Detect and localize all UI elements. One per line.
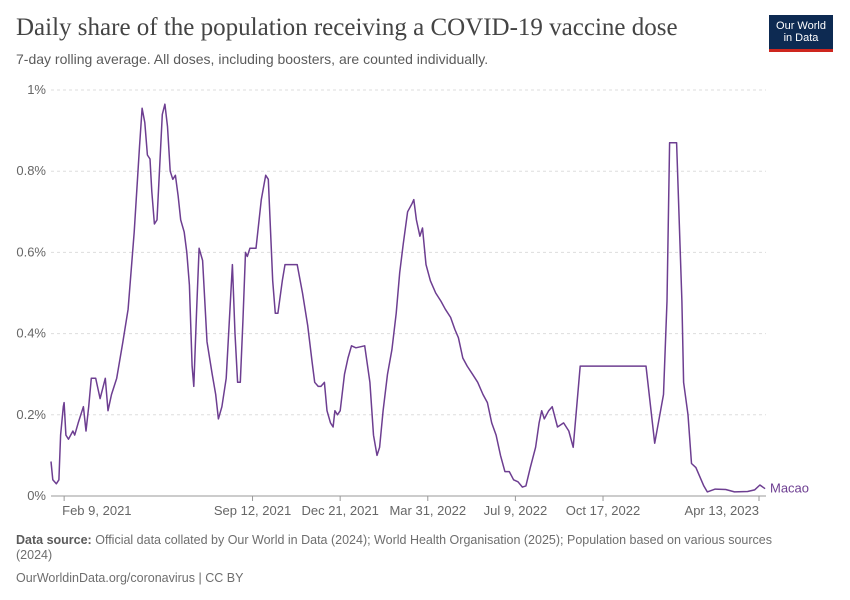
data-source-text: Official data collated by Our World in D… [16, 533, 772, 562]
chart-title: Daily share of the population receiving … [16, 14, 678, 41]
y-tick-label: 0.8% [16, 163, 46, 178]
x-tick-label: Apr 13, 2023 [685, 503, 759, 518]
credit-line[interactable]: OurWorldinData.org/coronavirus | CC BY [16, 571, 244, 585]
x-tick-label: Mar 31, 2022 [389, 503, 466, 518]
y-tick-label: 1% [27, 82, 46, 97]
y-tick-label: 0% [27, 488, 46, 503]
data-source-label: Data source: [16, 533, 92, 547]
series-lines [50, 103, 766, 493]
logo-line-1: Our World [776, 20, 826, 32]
chart-subtitle: 7-day rolling average. All doses, includ… [16, 51, 489, 67]
y-tick-label: 0.2% [16, 407, 46, 422]
axes: 0% 0.2% 0.4% 0.6% 0.8% 1% Feb 9, 2021 Sep 12, 2… [16, 82, 766, 518]
data-source-note: Data source: Official data collated by O… [16, 533, 806, 563]
y-tick-label: 0.4% [16, 326, 46, 341]
x-tick-label: Dec 21, 2021 [301, 503, 378, 518]
logo-line-2: in Data [783, 32, 819, 44]
series-line-macao [50, 103, 766, 493]
x-tick-label: Sep 12, 2021 [214, 503, 291, 518]
owid-logo[interactable]: Our World in Data [769, 15, 833, 52]
series-labels: Macao [770, 481, 809, 496]
x-tick-label: Feb 9, 2021 [62, 503, 131, 518]
y-tick-label: 0.6% [16, 244, 46, 259]
x-tick-label: Jul 9, 2022 [484, 503, 548, 518]
gridlines [51, 89, 766, 416]
series-label: Macao [770, 481, 809, 496]
x-tick-label: Oct 17, 2022 [566, 503, 640, 518]
